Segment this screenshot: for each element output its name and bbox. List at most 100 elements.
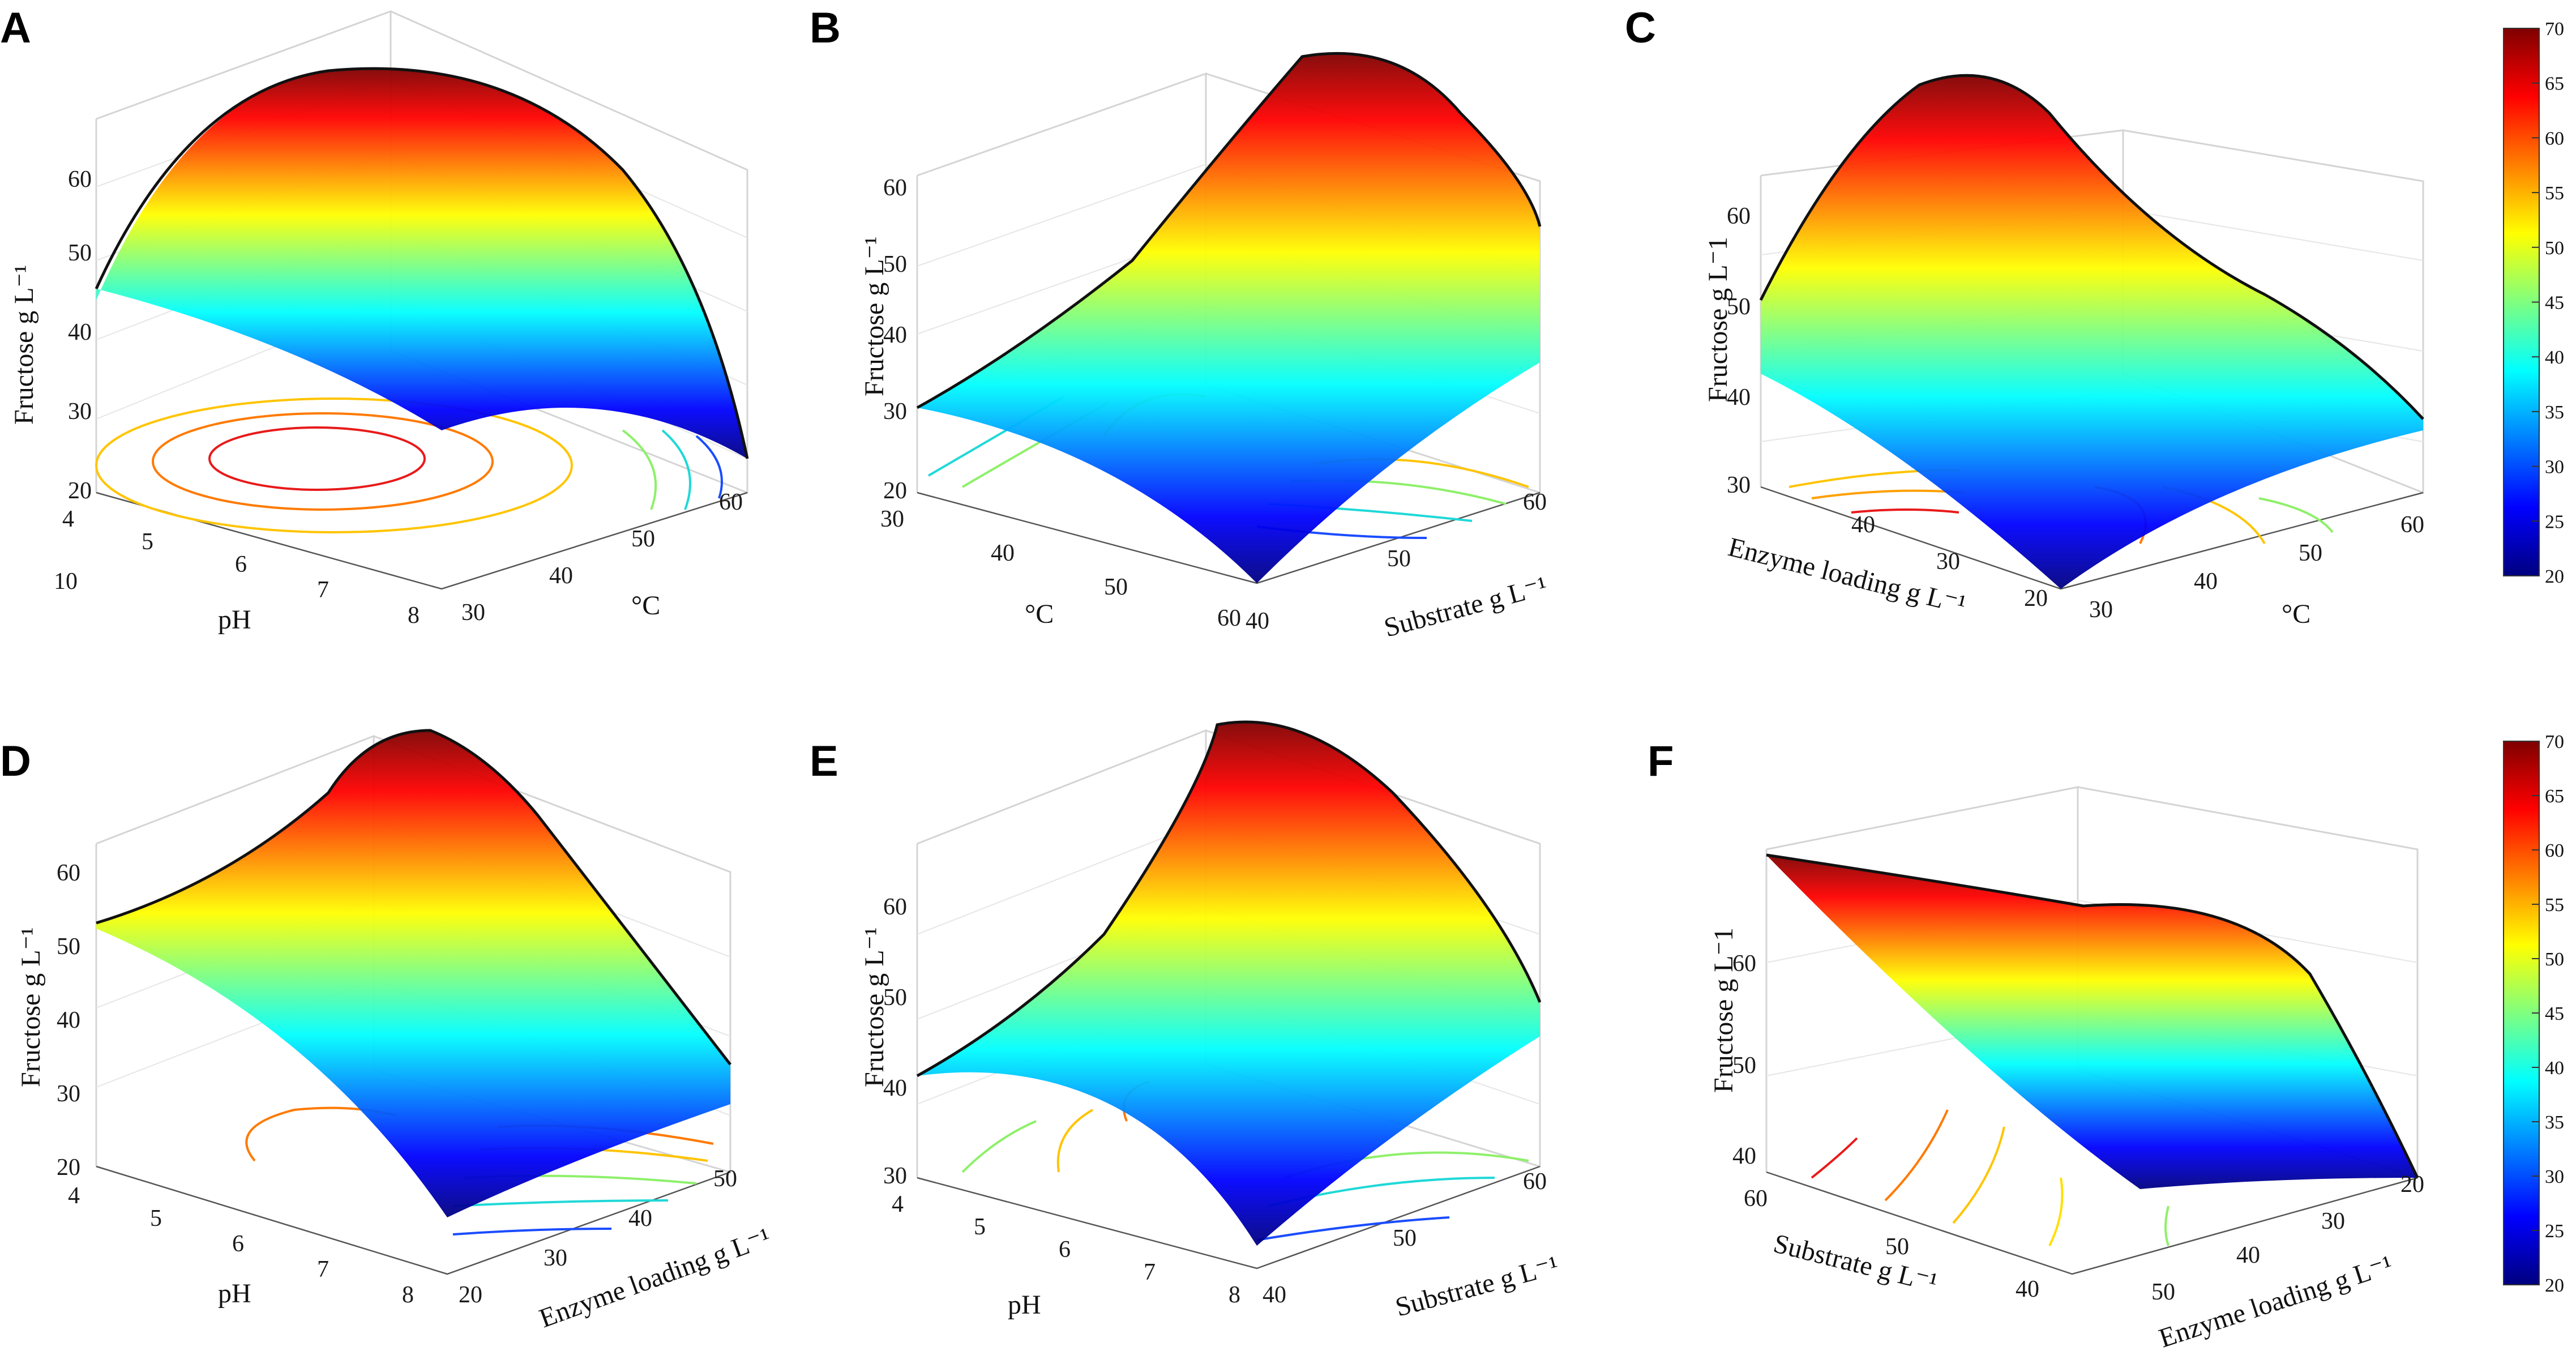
base-edge <box>917 1165 1541 1269</box>
colorbar-bottom: 20 25 30 35 40 45 50 55 60 65 70 <box>2503 732 2564 1296</box>
y-axis-label: Substrate g L⁻¹ <box>1392 1250 1561 1323</box>
z-tick: 60 <box>883 894 907 920</box>
z-tick: 30 <box>68 399 92 425</box>
contour-lines <box>95 397 723 533</box>
z-axis-label: Fructose g L⁻¹ <box>859 927 889 1087</box>
surface-edge <box>1759 74 2424 420</box>
surface <box>917 722 1540 1246</box>
x-tick: 7 <box>317 577 329 603</box>
z-tick: 40 <box>1732 1143 1756 1169</box>
y-axis-label: °C <box>631 591 660 621</box>
colorbar-ticks: 20 25 30 35 40 45 50 55 60 65 70 <box>2532 732 2564 1296</box>
panel-d: D 20 30 40 50 60 4 5 6 7 8 20 30 40 50 F… <box>0 729 774 1333</box>
z-axis-label: Fructose g L⁻¹ <box>16 927 46 1087</box>
y-tick: 40 <box>2194 568 2218 595</box>
surface <box>96 69 747 459</box>
y-tick: 40 <box>1246 608 1269 634</box>
panel-a: A 60 50 40 30 20 10 4 5 6 7 8 30 40 50 6… <box>0 4 749 635</box>
x-tick: 40 <box>2016 1276 2039 1302</box>
panel-label-c: C <box>1625 4 1656 52</box>
y-axis-label: °C <box>2282 599 2310 629</box>
z-axis-label: Fructose g L⁻1 <box>1709 927 1739 1093</box>
y-tick: 60 <box>2400 512 2424 538</box>
y-tick: 20 <box>459 1282 482 1308</box>
z-tick: 20 <box>68 478 92 504</box>
base-edge <box>1766 1171 2418 1275</box>
base-edge <box>96 1165 731 1275</box>
x-tick: 8 <box>1229 1282 1240 1308</box>
x-tick: 4 <box>62 506 74 532</box>
surface <box>917 53 1540 583</box>
y-tick: 40 <box>1263 1282 1286 1308</box>
z-tick: 40 <box>883 322 907 348</box>
surface-edge <box>95 67 749 459</box>
z-tick: 60 <box>68 166 92 193</box>
colorbar-tick-label: 60 <box>2545 128 2564 149</box>
panel-label-d: D <box>0 737 31 785</box>
x-tick: 4 <box>68 1183 80 1209</box>
z-tick: 50 <box>1732 1053 1756 1079</box>
panel-b: B 20 30 40 50 60 30 40 50 60 40 50 60 Fr… <box>810 4 1550 643</box>
colorbar-tick-label: 65 <box>2545 74 2564 95</box>
panel-e: E 30 40 50 60 4 5 6 7 8 40 50 60 Fructos… <box>810 720 1561 1323</box>
x-tick: 5 <box>150 1206 162 1232</box>
x-tick: 7 <box>1144 1259 1156 1285</box>
colorbar-tick-label: 45 <box>2545 1003 2564 1024</box>
colorbar-ticks: 20 25 30 35 40 45 50 55 60 65 70 <box>2532 19 2564 587</box>
colorbar-tick-label: 25 <box>2545 511 2564 532</box>
y-tick: 50 <box>1393 1225 1417 1251</box>
panel-label-a: A <box>0 4 31 52</box>
x-tick: 4 <box>892 1191 904 1217</box>
panel-c: C 30 40 50 60 20 30 40 30 40 50 60 Fruct… <box>1625 4 2424 629</box>
base-edge <box>96 491 748 590</box>
colorbar-tick-label: 55 <box>2545 183 2564 204</box>
z-tick: 60 <box>1732 951 1756 977</box>
colorbar-tick-label: 35 <box>2545 1112 2564 1133</box>
panel-label-f: F <box>1648 737 1674 785</box>
y-axis-label: Enzyme loading g L⁻¹ <box>2155 1250 2397 1353</box>
y-tick: 40 <box>628 1206 652 1232</box>
z-axis-label: Fructose g L⁻1 <box>1703 237 1733 402</box>
x-tick: 20 <box>2024 585 2048 612</box>
x-tick: 7 <box>317 1256 329 1283</box>
x-tick: 6 <box>1059 1237 1071 1263</box>
colorbar-tick-label: 50 <box>2545 238 2564 259</box>
y-tick: 50 <box>2151 1279 2175 1305</box>
x-tick: 8 <box>408 602 420 629</box>
x-axis-label: pH <box>218 605 251 635</box>
x-axis-label: Substrate g L⁻¹ <box>1770 1228 1940 1298</box>
x-tick: 50 <box>1885 1234 1909 1260</box>
z-tick: 40 <box>68 319 92 345</box>
y-tick: 60 <box>719 489 743 515</box>
panel-f: F 40 50 60 40 50 60 20 30 40 50 Fructose… <box>1648 737 2424 1353</box>
colorbar-tick-label: 30 <box>2545 457 2564 478</box>
x-tick: 5 <box>142 529 153 555</box>
x-tick: 50 <box>1104 574 1128 600</box>
surface <box>1766 855 2417 1189</box>
y-tick: 50 <box>2299 540 2322 566</box>
y-axis-label: Enzyme loading g L⁻¹ <box>536 1222 774 1333</box>
colorbar-tick-label: 70 <box>2545 19 2564 40</box>
z-tick: 60 <box>883 175 907 201</box>
x-tick: 30 <box>1936 549 1960 575</box>
y-tick: 50 <box>1387 546 1411 572</box>
z-tick: 30 <box>883 1163 907 1189</box>
z-tick: 50 <box>1727 294 1751 320</box>
z-tick: 30 <box>57 1081 80 1107</box>
colorbar-tick-label: 50 <box>2545 949 2564 970</box>
y-tick: 20 <box>2400 1172 2424 1198</box>
surface <box>1761 75 2423 589</box>
y-tick: 50 <box>713 1166 737 1192</box>
x-tick: 6 <box>235 552 247 578</box>
y-tick: 40 <box>2236 1242 2260 1268</box>
z-tick: 30 <box>883 399 907 425</box>
colorbar-tick-label: 45 <box>2545 293 2564 314</box>
x-tick: 40 <box>991 540 1015 566</box>
z-tick: 50 <box>68 240 92 266</box>
x-tick: 6 <box>232 1231 244 1257</box>
colorbar-tick-label: 20 <box>2545 566 2564 587</box>
x-tick: 30 <box>880 506 904 532</box>
surface-edge <box>916 52 1542 409</box>
y-tick: 30 <box>2321 1208 2345 1234</box>
z-tick: 60 <box>57 860 80 886</box>
